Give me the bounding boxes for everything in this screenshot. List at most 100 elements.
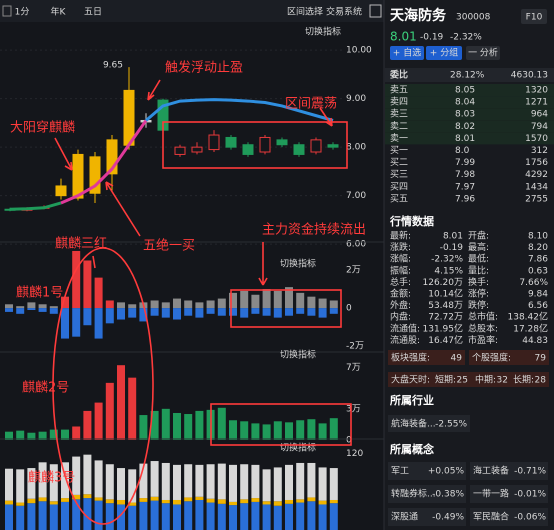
candle-body (310, 139, 322, 153)
book-price: 8.05 (455, 86, 475, 96)
ask-row (385, 96, 554, 109)
book-price: 7.96 (455, 194, 475, 204)
y-tick-label: 10.00 (346, 46, 372, 56)
stat-value: 4.15% (434, 266, 463, 276)
bar (329, 418, 338, 440)
concept-change: +0.05% (428, 467, 465, 477)
bar (139, 463, 148, 499)
bar (5, 308, 13, 312)
f10-label[interactable]: F10 (526, 13, 543, 23)
tool-button[interactable]: 区间选择 (287, 6, 323, 18)
section-title: 所属行业 (390, 393, 434, 407)
bar (251, 498, 260, 502)
ratio-row (385, 68, 554, 82)
annotation: 麒麟三红 (55, 236, 107, 252)
industry-name[interactable]: 航海装备... (391, 418, 436, 430)
stat-value: 8.20 (528, 243, 548, 253)
concept-name[interactable]: 军民融合 (473, 511, 509, 523)
concept-box[interactable] (388, 462, 466, 480)
panel-toggle[interactable] (369, 4, 382, 18)
concept-change: -0.49% (432, 513, 464, 523)
concept-box[interactable] (388, 508, 466, 526)
bar (184, 501, 193, 530)
annotation: 麒麟2号 (22, 380, 69, 396)
bar (94, 500, 103, 530)
stat-value: 138.42亿 (508, 311, 549, 323)
stat-label: 跌停: (468, 299, 489, 311)
book-volume: 1570 (525, 134, 548, 144)
bar (61, 296, 69, 309)
book-volume: 1320 (525, 86, 548, 96)
period-tab[interactable]: 1分 (15, 7, 30, 18)
candle-body (208, 134, 220, 151)
bar (217, 499, 226, 504)
bar (240, 308, 249, 318)
bar (27, 503, 36, 530)
bar (105, 382, 114, 440)
industry-box[interactable] (388, 415, 470, 432)
concept-name[interactable]: 转融券标... (391, 488, 436, 500)
tool-button[interactable]: 交易系统 (326, 6, 362, 18)
bar (61, 429, 69, 440)
bar (273, 290, 282, 309)
concept-name[interactable]: 一带一路 (473, 488, 509, 500)
bar (61, 308, 69, 339)
book-price: 8.01 (455, 134, 475, 144)
bar (262, 289, 271, 309)
bar (83, 454, 92, 495)
book-price: 8.03 (455, 110, 475, 120)
period-tab[interactable]: 年K (51, 6, 67, 18)
book-side: 卖一 (390, 133, 408, 144)
action-label[interactable]: + 自选 (393, 47, 421, 59)
action-label[interactable]: + 分组 (430, 47, 458, 59)
bar (240, 290, 249, 309)
bar (27, 432, 36, 440)
action-button[interactable] (466, 46, 500, 60)
concept-name[interactable]: 海工装备 (473, 465, 509, 477)
stat-label: 涨跌: (390, 242, 411, 253)
y-tick-label: 6.00 (346, 240, 366, 250)
bar (94, 308, 103, 339)
moving-average (60, 119, 148, 205)
bar (27, 302, 36, 309)
bar (173, 499, 181, 505)
stat-label: 总手: (390, 276, 411, 288)
bar (38, 497, 47, 502)
period-tab[interactable]: 五日 (84, 7, 102, 18)
market-value: 28 (535, 376, 547, 386)
concept-box[interactable] (470, 485, 548, 503)
concept-box[interactable] (470, 508, 548, 526)
annotation: 主力资金持续流出 (262, 222, 366, 238)
concept-box[interactable] (470, 462, 548, 480)
action-button[interactable] (426, 46, 462, 60)
concept-name[interactable]: 深股通 (391, 512, 418, 523)
stat-label: 涨幅: (390, 253, 411, 265)
stat-value: 16.47亿 (428, 334, 463, 346)
strength-value: 79 (535, 354, 547, 364)
stat-label: 市盈率: (468, 334, 498, 346)
book-price: 8.04 (455, 98, 475, 108)
bar (285, 499, 293, 504)
concept-box[interactable] (388, 485, 466, 503)
bar (285, 287, 293, 309)
f10-button[interactable] (521, 9, 547, 24)
bar (173, 308, 181, 320)
action-button[interactable] (390, 46, 424, 60)
section-title: 行情数据 (389, 214, 434, 228)
bar (206, 308, 215, 314)
switch-indicator: 切换指标 (280, 258, 316, 270)
bar (273, 421, 282, 440)
bar (273, 505, 282, 530)
stock-code: 300008 (456, 13, 491, 23)
bar (105, 308, 114, 324)
bar (49, 504, 58, 530)
book-side: 买二 (390, 157, 408, 168)
toolbar (0, 0, 384, 22)
strength-box (469, 350, 549, 365)
action-label[interactable]: 一 分析 (468, 47, 498, 59)
bar (251, 423, 260, 440)
y-tick-label: 120 (346, 449, 363, 459)
concept-name[interactable]: 军工 (391, 466, 409, 477)
stat-value: -0.19 (440, 243, 464, 253)
bar (150, 308, 159, 316)
